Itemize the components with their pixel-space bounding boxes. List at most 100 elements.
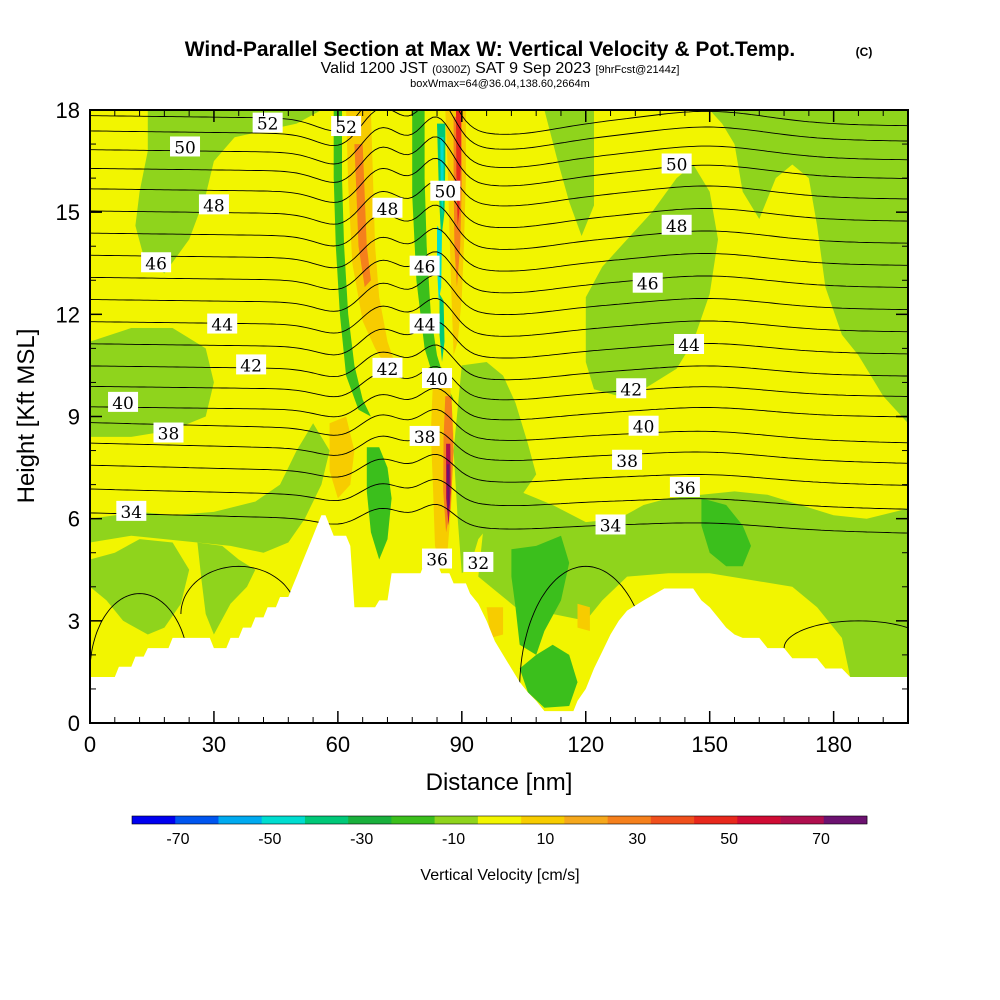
- isentrope-label-bg: [252, 112, 283, 133]
- isentrope-label-text: 44: [414, 316, 436, 336]
- isentrope-label-bg: [116, 500, 147, 521]
- x-tick-label: 30: [202, 732, 226, 757]
- y-tick-label: 15: [56, 200, 80, 225]
- isentrope-label-bg: [595, 514, 626, 535]
- isentrope-label-bg: [669, 477, 700, 498]
- isentrope-37: [90, 409, 908, 444]
- isentrope-label-text: 44: [211, 316, 233, 336]
- isentrope-label-text: 36: [426, 551, 448, 571]
- isentrope-label: 34: [116, 500, 147, 523]
- isentrope-label: 32: [463, 551, 494, 574]
- isentrope-labels: 52 52 50 50 50 48 48 48 46 46 46 44 44 44 42 42 42 40 40 40…: [108, 112, 705, 574]
- colorbar-tick-label: 50: [720, 831, 738, 848]
- isentrope-label: 46: [409, 255, 440, 278]
- valid-date: SAT 9 Sep 2023: [475, 60, 591, 77]
- isentrope-51: [90, 110, 908, 150]
- isentrope-45: [90, 228, 908, 272]
- isentrope-label-bg: [674, 333, 705, 354]
- isentrope-39: [90, 366, 908, 401]
- valid-line: Valid 1200 JST (0300Z) SAT 9 Sep 2023 [9…: [321, 60, 680, 77]
- isentrope-label-bg: [632, 272, 663, 293]
- colorbar-swatch: [391, 816, 435, 824]
- isentrope-label: 40: [628, 415, 659, 438]
- isentrope-label: 42: [236, 354, 267, 376]
- isentrope-label-bg: [612, 449, 643, 470]
- isentrope-label-bg: [170, 136, 201, 157]
- isentrope-label-text: 42: [240, 356, 262, 376]
- isentrope-label-text: 34: [600, 516, 622, 536]
- x-tick-label: 120: [567, 732, 604, 757]
- box-wmax-line: boxWmax=64@36.04,138.60,2664m: [410, 78, 590, 90]
- plot-area: 52 52 50 50 50 48 48 48 46 46 46 44 44 44 42 42 42 40 40 40…: [90, 110, 908, 723]
- isentrope-label-text: 34: [120, 503, 142, 523]
- isentrope-arc-3: [783, 620, 908, 649]
- colorbar-swatch: [218, 816, 263, 824]
- isentrope-label-bg: [422, 548, 453, 569]
- isentrope-label-text: 48: [377, 200, 399, 220]
- isentrope-label-bg: [141, 252, 172, 273]
- velocity-region-12: [519, 644, 578, 708]
- isentrope-label-bg: [409, 255, 440, 276]
- velocity-region-18: [329, 416, 355, 499]
- isentrope-label: 52: [331, 116, 362, 138]
- colorbar-tick-label: -30: [350, 831, 373, 848]
- x-tick-label: 60: [326, 732, 350, 757]
- colorbar-swatch: [694, 816, 738, 824]
- x-tick-label: 150: [691, 732, 728, 757]
- x-axis-title: Distance [nm]: [426, 769, 573, 796]
- colorbar-swatch: [823, 816, 868, 824]
- colorbar-swatch: [304, 816, 349, 824]
- velocity-region-14: [366, 447, 392, 560]
- isentrope-label: 42: [616, 378, 647, 400]
- isentrope-label-text: 38: [414, 428, 436, 448]
- velocity-region-15: [333, 110, 371, 417]
- isentrope-label-bg: [661, 214, 692, 235]
- isentrope-label-text: 50: [434, 183, 456, 203]
- isentrope-label-text: 46: [637, 275, 659, 295]
- x-tick-label: 180: [815, 732, 852, 757]
- x-axis: 0 30 60 90 120 150 180: [84, 110, 909, 757]
- colorbar-swatch: [650, 816, 695, 824]
- isentrope-label-bg: [108, 391, 139, 412]
- isentrope-label-text: 40: [426, 370, 448, 390]
- colorbar-swatch: [132, 816, 176, 824]
- terrain: [90, 515, 908, 723]
- terrain-mask: [90, 515, 908, 723]
- isentrope-label-bg: [616, 378, 647, 399]
- isentrope-label-bg: [628, 415, 659, 436]
- isentrope-label-text: 48: [203, 196, 225, 216]
- y-tick-label: 18: [56, 98, 80, 123]
- y-tick-label: 9: [68, 405, 80, 430]
- isentrope-38: [90, 387, 908, 421]
- isentrope-label-bg: [153, 422, 184, 443]
- isentrope-label: 52: [252, 112, 283, 135]
- isentrope-label-text: 46: [414, 258, 436, 278]
- velocity-region-23: [354, 144, 371, 288]
- colorbar-swatch: [607, 816, 652, 824]
- isentrope-label-text: 38: [158, 425, 180, 445]
- isentrope-label: 48: [198, 194, 229, 216]
- isentrope-36: [90, 430, 908, 464]
- velocity-region-7: [478, 491, 908, 677]
- isentrope-label: 38: [153, 422, 184, 445]
- colorbar-swatch: [521, 816, 565, 824]
- isentrope-label: 44: [409, 313, 440, 336]
- velocity-region-1: [90, 110, 322, 274]
- colorbar: -70 -50 -30 -10 10 30 50 70: [131, 815, 868, 848]
- colorbar-swatch: [261, 816, 306, 824]
- isentrope-label-text: 50: [666, 155, 688, 175]
- isentrope-label: 42: [372, 357, 403, 380]
- isentrope-35: [90, 454, 908, 486]
- isentrope-label: 50: [661, 153, 692, 175]
- isentrope-label-text: 52: [335, 118, 357, 138]
- isentrope-label-bg: [463, 551, 494, 572]
- isentrope-label: 36: [669, 477, 700, 499]
- isentrope-33: [90, 504, 908, 534]
- isentrope-label-text: 42: [377, 360, 399, 380]
- isentrope-label-bg: [207, 313, 238, 334]
- isentrope-label: 44: [674, 333, 705, 356]
- isentrope-label: 38: [409, 425, 440, 448]
- colorbar-tick-label: -50: [258, 831, 281, 848]
